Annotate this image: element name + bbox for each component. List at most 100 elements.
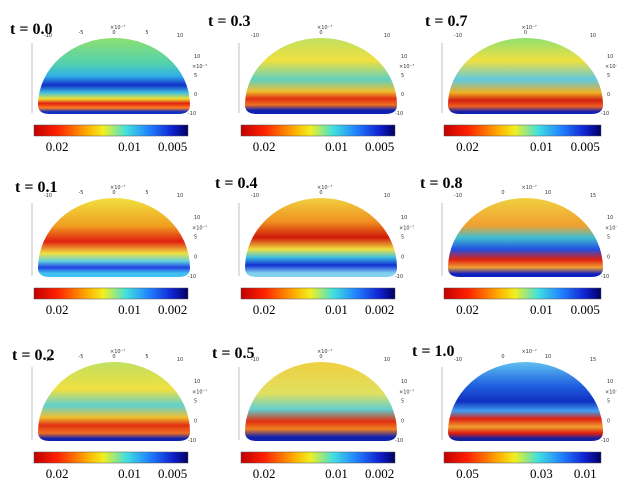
panel-title: t = 0.8 [420,175,462,192]
dome [245,38,397,114]
figure: t = 0.0-10-50510×10⁻⁷×10⁻⁷1050-100.020.0… [0,0,617,494]
axis-tick: 5 [194,235,197,241]
colorbar [444,125,601,136]
axis-tick: 15 [590,193,596,199]
axis-tick: 10 [545,354,551,360]
axis-tick: 10 [545,190,551,196]
axis-tick: 5 [607,399,610,405]
colorbar-label: 0.005 [365,139,394,154]
axis-exponent: ×10⁻⁷ [110,185,125,191]
axis-tick: -10 [601,274,609,280]
axis-tick: 10 [607,379,613,385]
colorbar-label: 0.005 [158,466,187,481]
dome [245,198,397,277]
colorbar-label: 0.01 [118,302,141,317]
colorbar-label: 0.02 [456,139,479,154]
colorbar [241,452,395,463]
axis-exponent: ×10⁻⁷ [399,390,414,396]
panel-title: t = 0.7 [425,13,467,30]
panel-title: t = 0.4 [215,175,257,192]
colorbar-label: 0.01 [118,466,141,481]
colorbar-label: 0.01 [325,139,348,154]
dome [448,38,603,114]
dome [245,362,397,441]
panel-title: t = 0.5 [212,345,254,362]
axis-tick: -10 [251,357,259,363]
axis-tick: 5 [607,73,610,79]
axis-tick: 15 [590,357,596,363]
axis-tick: 10 [607,54,613,60]
axis-exponent: ×10⁻⁷ [605,390,617,396]
colorbar [241,288,395,299]
colorbar-label: 0.02 [253,302,276,317]
axis-tick: 10 [590,33,596,39]
axis-tick: 0 [501,190,504,196]
axis-tick: -10 [188,274,196,280]
axis-tick: 0 [401,254,404,260]
axis-tick: 0 [401,92,404,98]
dome [448,362,603,441]
colorbar-label: 0.02 [46,302,69,317]
colorbar-label: 0.01 [325,302,348,317]
axis-tick: -10 [454,357,462,363]
axis-exponent: ×10⁻⁷ [317,349,332,355]
axis-tick: 10 [177,193,183,199]
axis-tick: 10 [384,357,390,363]
axis-exponent: ×10⁻⁷ [605,64,617,70]
axis-tick: 5 [194,73,197,79]
axis-exponent: ×10⁻⁷ [192,226,207,232]
panel-title: t = 0.3 [208,13,250,30]
axis-exponent: ×10⁻⁷ [110,349,125,355]
colorbar-label: 0.002 [365,302,394,317]
axis-exponent: ×10⁻⁷ [522,185,537,191]
axis-tick: 5 [145,190,148,196]
axis-tick: 5 [401,399,404,405]
axis-exponent: ×10⁻⁷ [192,64,207,70]
axis-tick: 0 [501,354,504,360]
dome [38,38,190,114]
axis-exponent: ×10⁻⁷ [522,349,537,355]
colorbar-label: 0.01 [325,466,348,481]
colorbar-label: 0.002 [365,466,394,481]
axis-tick: 5 [194,399,197,405]
axis-tick: 0 [194,418,197,424]
axis-tick: -10 [395,111,403,117]
colorbar [34,452,188,463]
axis-exponent: ×10⁻⁷ [399,226,414,232]
axis-tick: 0 [401,418,404,424]
axis-tick: -10 [395,274,403,280]
colorbar [34,288,188,299]
axis-tick: -10 [188,438,196,444]
panel-title: t = 1.0 [412,343,454,360]
axis-tick: -10 [44,357,52,363]
axis-tick: 5 [401,235,404,241]
axis-tick: -5 [79,354,84,360]
axis-tick: 10 [194,379,200,385]
colorbar-label: 0.02 [46,139,69,154]
axis-exponent: ×10⁻⁷ [192,390,207,396]
axis-tick: 10 [384,193,390,199]
axis-exponent: ×10⁻⁷ [317,185,332,191]
colorbar-label: 0.005 [571,139,600,154]
axis-tick: -10 [44,193,52,199]
axis-tick: -10 [454,193,462,199]
axis-exponent: ×10⁻⁷ [399,64,414,70]
colorbar [444,288,601,299]
colorbar [241,125,395,136]
dome [38,362,190,441]
colorbar-label: 0.01 [530,302,553,317]
dome [38,198,190,277]
axis-tick: -10 [395,438,403,444]
axis-tick: 5 [145,354,148,360]
axis-tick: 10 [194,215,200,221]
colorbar [34,125,188,136]
colorbar-label: 0.01 [530,139,553,154]
axis-tick: 10 [194,54,200,60]
axis-exponent: ×10⁻⁷ [317,25,332,31]
colorbar-label: 0.02 [46,466,69,481]
colorbar-label: 0.005 [158,139,187,154]
colorbar-label: 0.02 [456,302,479,317]
axis-tick: -10 [188,111,196,117]
axis-exponent: ×10⁻⁷ [522,25,537,31]
colorbar [444,452,601,463]
